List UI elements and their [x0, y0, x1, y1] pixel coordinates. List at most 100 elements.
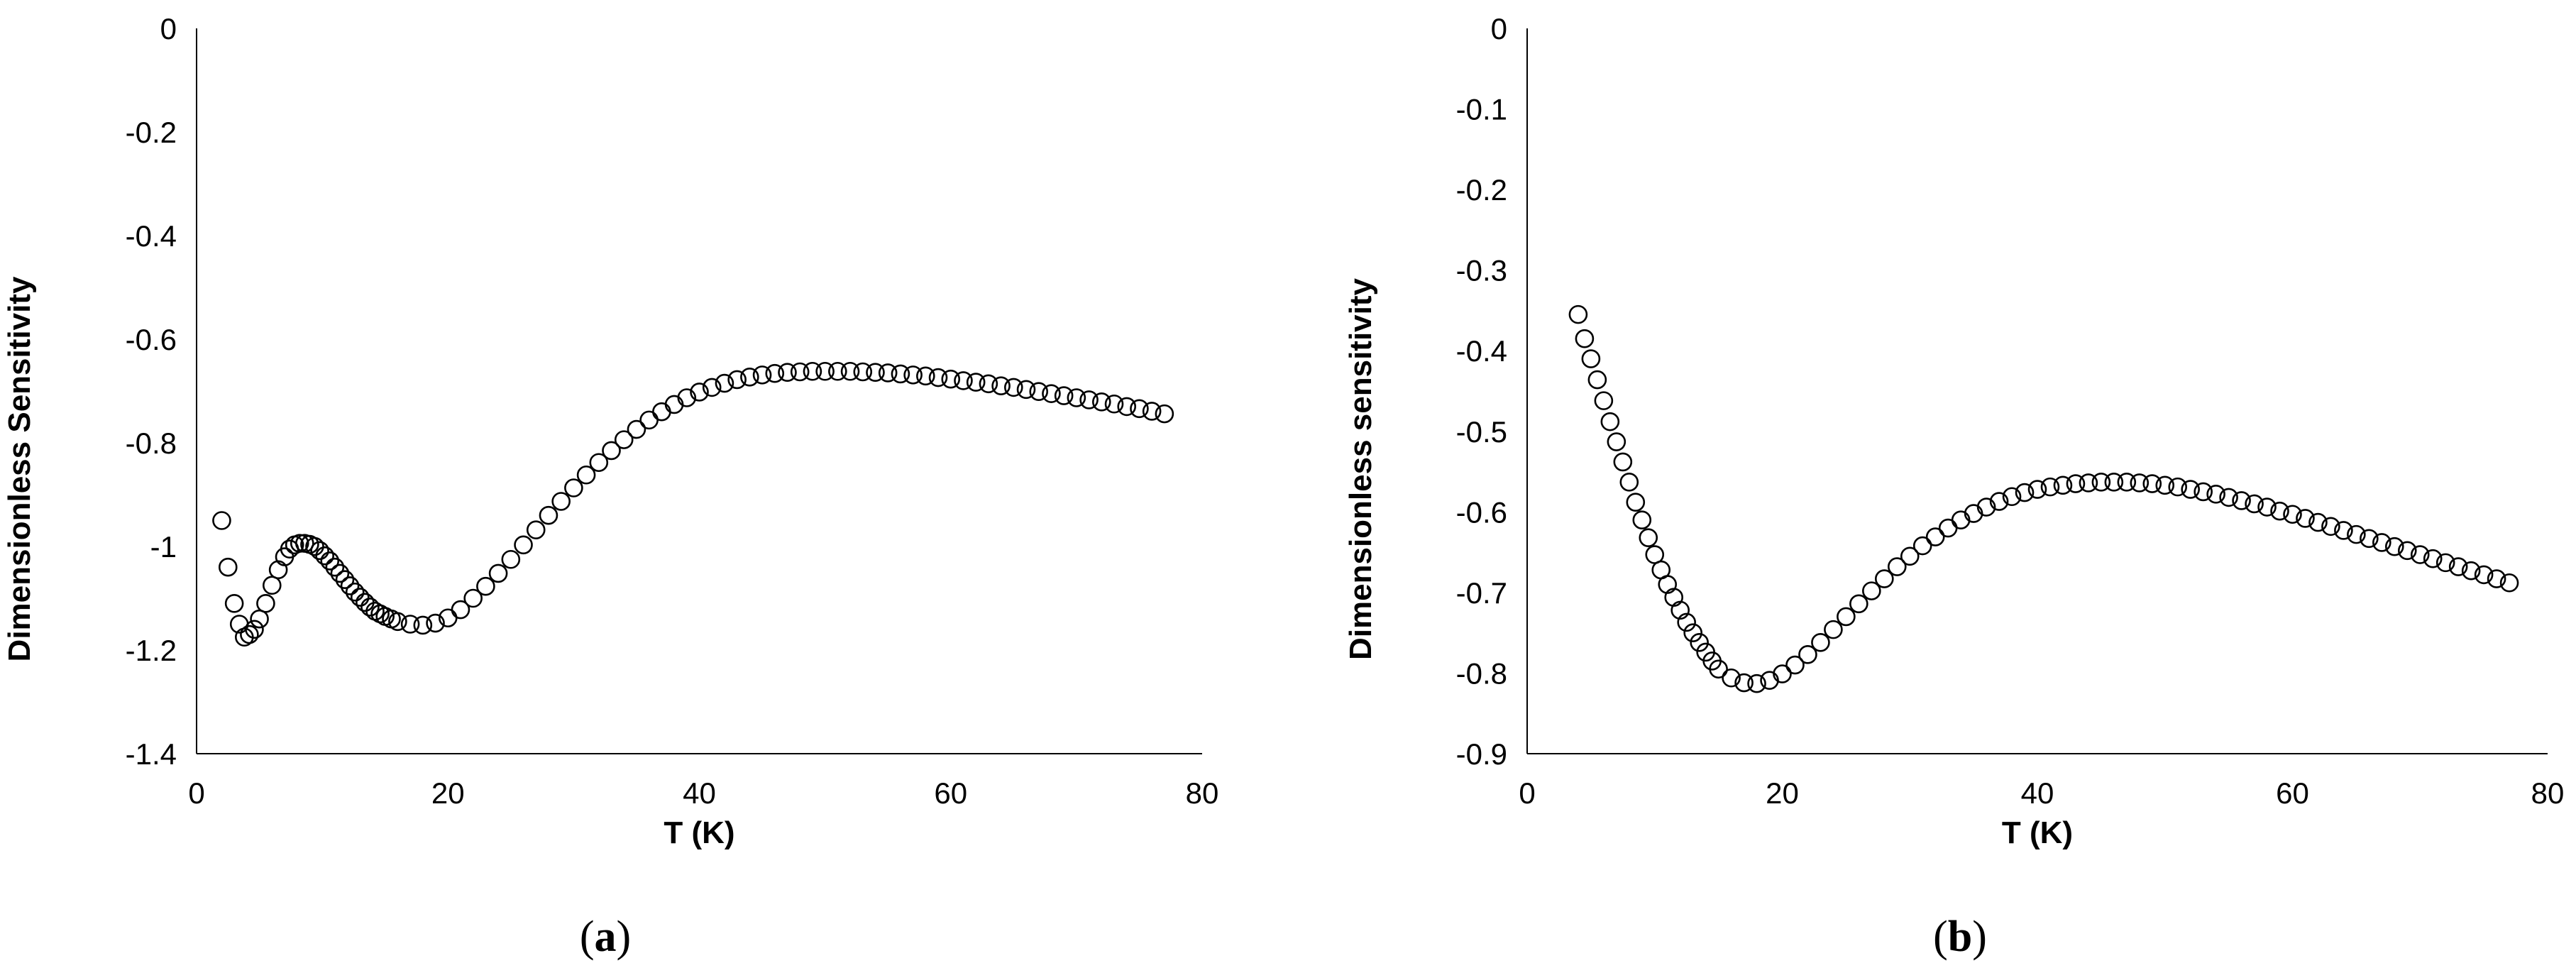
panel-a-data-point [840, 361, 860, 381]
panel-b-data-point [1824, 620, 1843, 639]
panel-a-data-point [305, 537, 324, 556]
panel-a-y-tick-label: -0.6 [126, 323, 177, 356]
panel-b-data-point [2423, 549, 2443, 568]
panel-a-data-point [853, 362, 873, 382]
panel-b-data-point [2168, 477, 2188, 497]
panel-a-data-point [1092, 392, 1111, 412]
panel-b-data-point [2194, 482, 2213, 502]
panel-b-data-point [2079, 473, 2098, 493]
panel-b-data-point [1690, 632, 1709, 652]
panel-a-data-point [614, 430, 634, 449]
panel-b-data-point [1600, 412, 1620, 431]
panel-b-data-point [1626, 493, 1646, 512]
panel-a-data-point [652, 402, 671, 422]
panel-b-data-point [1747, 673, 1766, 693]
panel-a-data-point [639, 410, 659, 430]
panel-b-data-point [2232, 491, 2251, 510]
panel-a-y-tick-label: -0.8 [126, 427, 177, 460]
panel-a-data-point [526, 520, 546, 539]
panel-a-data-point [345, 582, 365, 602]
panel-b-data-point [1887, 557, 1907, 576]
panel-a-x-tick-label: 80 [1186, 776, 1219, 810]
panel-b-data-point [2206, 485, 2225, 504]
panel-a-data-point [803, 361, 822, 381]
panel-b-data-point [1683, 623, 1702, 642]
panel-a-data-point [765, 363, 785, 383]
panel-a-data-point [218, 557, 238, 577]
panel-a-data-point [627, 419, 646, 439]
panel-b-y-tick-label: -0.1 [1456, 93, 1507, 126]
panel-b-data-point [2027, 480, 2047, 499]
panel-b-y-tick-label: -0.8 [1456, 656, 1507, 690]
panel-b-data-point [1575, 329, 1595, 348]
panel-b-data-point [2015, 483, 2035, 502]
panel-a-data-point [1155, 404, 1174, 424]
panel-b-data-point [1581, 349, 1601, 368]
panel-b-data-point [1639, 528, 1658, 547]
panel-a-data-point [1067, 388, 1086, 407]
panel-b-x-tick-label: 80 [2531, 776, 2565, 810]
panel-a-data-point [451, 600, 470, 620]
panel-a-data-point [778, 363, 797, 383]
panel-b-x-tick-label: 20 [1766, 776, 1799, 810]
panel-b-data-point [2283, 505, 2302, 524]
panel-a-data-point [815, 361, 835, 381]
panel-a-data-point [916, 366, 935, 386]
panel-a-data-point [330, 563, 350, 583]
panel-a-data-point [335, 570, 355, 590]
panel-b-data-point [1619, 473, 1639, 492]
panel-a-data-point [1104, 394, 1124, 414]
panel-a-data-point [677, 388, 697, 407]
panel-b-y-tick-label: -0.9 [1456, 737, 1507, 771]
panel-b-data-point [2142, 474, 2162, 493]
panel-a-data-point [1004, 378, 1023, 397]
panel-b-data-point [2053, 475, 2073, 495]
panel-a-data-point [240, 625, 259, 644]
panel-a-y-tick-label: -0.2 [126, 116, 177, 149]
panel-b-y-tick-label: -0.3 [1456, 254, 1507, 287]
panel-a-data-point [828, 361, 847, 381]
panel-a-data-point [1130, 399, 1149, 419]
panel-b-data-point [1594, 391, 1614, 410]
panel-a-data-point [1054, 386, 1074, 405]
panel-a-data-point [866, 363, 885, 383]
panel-a-data-point [1029, 382, 1049, 402]
panel-b-data-point [2066, 474, 2086, 493]
panel-b-data-point [1798, 645, 1817, 664]
panel-b-data-point [2040, 477, 2060, 497]
panel-a-data-point [790, 362, 810, 382]
panel-b-data-point [1862, 581, 1881, 600]
panel-b-data-point [2397, 541, 2417, 561]
panel-b-data-point [2347, 524, 2366, 544]
panel-b-y-tick-label: -0.5 [1456, 415, 1507, 449]
panel-a-data-point [702, 378, 722, 397]
panel-b-x-tick-label: 0 [1519, 776, 1535, 810]
panel-a-data-point [245, 620, 264, 639]
panel-b-data-point [1785, 655, 1805, 675]
panel-a-data-point [250, 609, 269, 629]
panel-a-caption-letter: a [595, 913, 617, 961]
panel-a-y-axis-title: Dimensionless Sensitivity [2, 276, 37, 661]
panel-b-data-point [1677, 612, 1696, 632]
panel-a-x-tick-label: 20 [431, 776, 465, 810]
panel-a-data-point [463, 588, 483, 608]
panel-b-y-axis-title: Dimensionless sensitivity [1343, 277, 1378, 660]
panel-a-data-point [551, 492, 571, 511]
panel-a-data-point [320, 551, 340, 571]
panel-b-caption-letter: b [1948, 913, 1972, 961]
panel-a-data-point [1042, 384, 1061, 403]
panel-a-data-point [690, 383, 709, 402]
panel-a-data-point [262, 576, 282, 595]
panel-b-data-point [1837, 607, 1856, 627]
panel-a-data-point [903, 365, 923, 385]
panel-b-data-point [2499, 573, 2519, 593]
panel-b-data-point [1722, 668, 1741, 688]
panel-b-data-point [2219, 488, 2238, 507]
panel-b-data-point [2257, 497, 2277, 517]
panel-b-data-point [2360, 529, 2379, 549]
panel-b-caption: (b) [1933, 913, 1987, 961]
panel-a-data-point [576, 465, 596, 485]
panel-b-data-point [1568, 304, 1588, 324]
panel-a-data-point [340, 576, 360, 595]
panel-b-data-point [2245, 494, 2264, 514]
